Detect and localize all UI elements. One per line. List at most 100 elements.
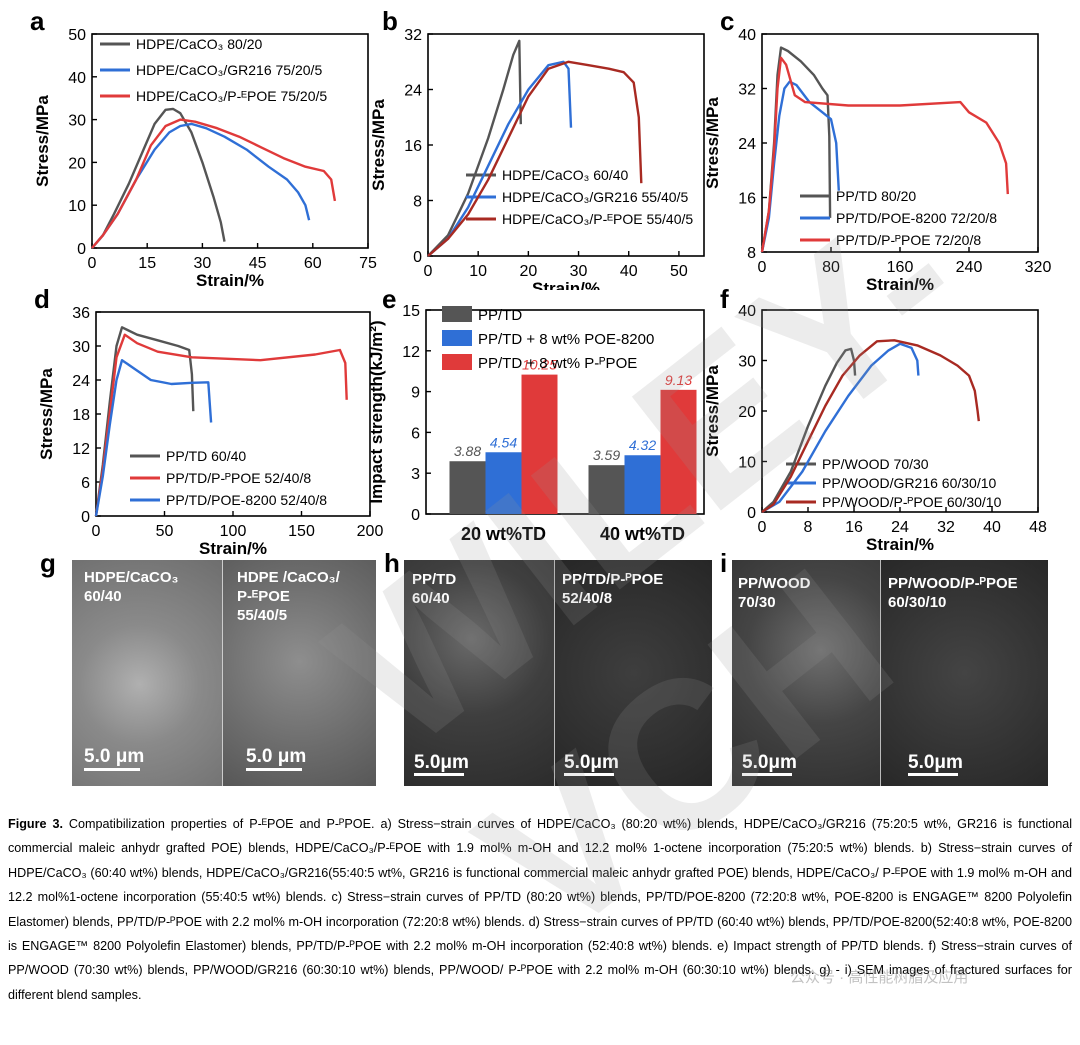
x-tick-label: 40 [983, 519, 1001, 536]
x-tick-label: 30 [194, 255, 212, 272]
x-tick-label: 50 [156, 523, 174, 540]
x-tick-label: 0 [88, 255, 97, 272]
y-tick-label: 0 [413, 249, 422, 266]
legend-label-3: PP/TD/P-ᴾPOE 72/20/8 [836, 232, 981, 248]
sem-g-scale-right: 5.0 μm [246, 746, 307, 767]
x-tick-label: 0 [424, 263, 433, 280]
stress-strain-chart-a: 0 10 20 30 40 50 0 15 30 45 60 75 Strain/% Stress/MPa… [33, 27, 377, 290]
stress-strain-chart-b: 0 8 16 24 32 0 10 20 30 40 50 Strain/% Stress/MPa HDP… [369, 27, 705, 290]
sem-h-scalebar-right [564, 773, 614, 776]
series-line-1 [427, 39, 522, 257]
panel-letter-h: h [384, 548, 400, 578]
y-tick-label: 8 [747, 245, 756, 262]
y-axis-label: Stress/MPa [703, 97, 722, 189]
series-line-2 [94, 333, 348, 517]
sem-h-scale-left: 5.0μm [414, 752, 469, 773]
y-tick-label: 6 [81, 475, 90, 492]
y-tick-label: 10 [68, 198, 86, 215]
y-tick-label: 15 [402, 303, 420, 320]
x-tick-label: 0 [758, 259, 767, 276]
series-line-3 [427, 60, 643, 257]
legend-label-1: PP/TD [478, 307, 522, 324]
x-tick-label: 240 [956, 259, 983, 276]
legend-label-1: PP/TD 60/40 [166, 448, 246, 464]
y-axis-label: Stress/MPa [33, 95, 52, 187]
category-label: 40 wt%TD [600, 524, 685, 544]
sem-i-scalebar-right [908, 773, 958, 776]
stress-strain-chart-f: 0 10 20 30 40 0 8 16 24 32 40 48 Strain/% Stress/MPa P… [703, 303, 1047, 554]
sem-image-g: HDPE/CaCO₃ 60/40 HDPE /CaCO₃/ P-ᴱPOE 55/… [72, 560, 376, 786]
wechat-watermark: 公众号 · 高性能树脂及应用 [790, 969, 969, 986]
sem-h-right-label: PP/TD/P-ᴾPOE 52/40/8 [562, 571, 664, 607]
y-tick-label: 32 [404, 27, 422, 44]
sem-i-right-label: PP/WOOD/P-ᴾPOE 60/30/10 [888, 575, 1018, 611]
y-tick-label: 36 [72, 305, 90, 322]
x-tick-label: 75 [359, 255, 377, 272]
plot-frame [425, 309, 705, 515]
panel-letter-i: i [720, 548, 728, 578]
sem-h-scale-right: 5.0μm [564, 752, 619, 773]
legend-label-3: PP/TD + 8 wt% P-ᴾPOE [478, 355, 637, 372]
y-tick-label: 20 [738, 404, 756, 421]
category-label: 20 wt%TD [461, 524, 546, 544]
sem-g-scalebar-right [246, 768, 302, 771]
x-tick-label: 320 [1025, 259, 1052, 276]
x-tick-label: 50 [670, 263, 688, 280]
stress-strain-chart-d: 0 6 12 18 24 30 36 0 50 100 150 200 Strain/% Stress/M… [37, 305, 383, 558]
bar-value-label: 3.59 [593, 447, 620, 463]
y-tick-label: 0 [747, 505, 756, 522]
legend-label-2: PP/TD/POE-8200 72/20/8 [836, 210, 997, 226]
x-axis-label: Strain/% [866, 535, 934, 554]
x-tick-label: 10 [469, 263, 487, 280]
y-tick-label: 30 [738, 354, 756, 371]
sem-g-scalebar-left [84, 768, 140, 771]
x-axis-label: Strain/% [532, 279, 600, 290]
y-tick-label: 3 [411, 466, 420, 483]
x-tick-label: 45 [249, 255, 267, 272]
x-tick-label: 30 [570, 263, 588, 280]
x-tick-label: 20 [519, 263, 537, 280]
sem-i-scale-left: 5.0μm [742, 752, 797, 773]
x-tick-label: 48 [1029, 519, 1047, 536]
y-axis-label: Impact strength(kJ/m²) [367, 320, 386, 503]
series-line-1 [760, 46, 832, 253]
legend-label-1: HDPE/CaCO₃ 80/20 [136, 36, 263, 52]
legend-label-3: HDPE/CaCO₃/P-ᴱPOE 75/20/5 [136, 88, 327, 104]
x-tick-label: 15 [138, 255, 156, 272]
y-tick-label: 16 [404, 138, 422, 155]
bar-2-1 [485, 452, 522, 514]
x-axis-label: Strain/% [196, 271, 264, 290]
y-tick-label: 12 [402, 344, 420, 361]
y-tick-label: 50 [68, 27, 86, 44]
stress-strain-chart-c: 8 16 24 32 40 0 80 160 240 320 Strain/% Stress/MPa P… [703, 27, 1052, 290]
legend-label-3: PP/TD/POE-8200 52/40/8 [166, 492, 327, 508]
bar-3-1 [521, 374, 558, 514]
legend-label-2: HDPE/CaCO₃/GR216 55/40/5 [502, 189, 688, 205]
y-tick-label: 24 [404, 83, 422, 100]
series-line-1 [91, 107, 226, 249]
y-tick-label: 24 [72, 373, 90, 390]
y-tick-label: 0 [81, 509, 90, 526]
legend-label-1: PP/TD 80/20 [836, 188, 916, 204]
legend-label-3: PP/WOOD/P-ᴾPOE 60/30/10 [822, 494, 1002, 510]
caption-title: Figure 3. [8, 817, 63, 831]
y-axis-label: Stress/MPa [37, 368, 56, 460]
legend-label-2: HDPE/CaCO₃/GR216 75/20/5 [136, 62, 322, 78]
y-tick-label: 30 [68, 113, 86, 130]
y-tick-label: 20 [68, 155, 86, 172]
x-tick-label: 32 [937, 519, 955, 536]
y-axis-label: Stress/MPa [369, 99, 388, 191]
bar-value-label: 4.54 [490, 434, 517, 450]
panel-letter-f: f [720, 284, 729, 314]
bar-value-label: 4.32 [629, 437, 656, 453]
x-tick-label: 60 [304, 255, 322, 272]
sem-h-left-label: PP/TD 60/40 [412, 571, 457, 607]
x-tick-label: 150 [288, 523, 315, 540]
panel-letter-b: b [382, 6, 398, 36]
sem-h-scalebar-left [414, 773, 464, 776]
y-tick-label: 40 [68, 70, 86, 87]
x-tick-label: 40 [620, 263, 638, 280]
sem-image-i: PP/WOOD 70/30 PP/WOOD/P-ᴾPOE 60/30/10 5.… [732, 560, 1048, 786]
series-line-3 [760, 56, 1009, 253]
panel-letter-a: a [30, 6, 45, 36]
